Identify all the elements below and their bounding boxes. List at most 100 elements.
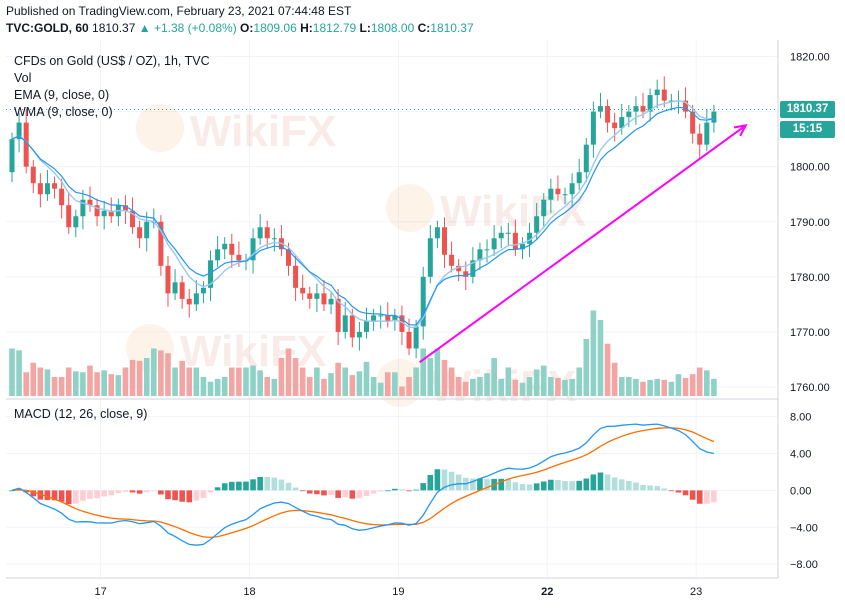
macd-histogram-bar xyxy=(158,490,164,495)
macd-histogram-bar xyxy=(704,490,710,504)
macd-histogram-bar xyxy=(200,490,207,498)
macd-histogram-bar xyxy=(65,490,72,505)
legend-title[interactable]: CFDs on Gold (US$ / OZ), 1h, TVC xyxy=(14,54,210,68)
candle-body xyxy=(661,89,667,101)
volume-bar xyxy=(228,367,235,396)
candle-body xyxy=(498,232,504,239)
candle-body xyxy=(640,106,646,112)
macd-histogram-bar xyxy=(498,478,505,491)
macd-histogram-bar xyxy=(44,490,51,501)
candle-body xyxy=(122,205,128,211)
candle-body xyxy=(257,227,263,239)
volume-bar xyxy=(640,381,646,396)
legend-wma[interactable]: WMA (9, close, 0) xyxy=(14,105,113,119)
legend-ema[interactable]: EMA (9, close, 0) xyxy=(14,88,110,102)
price-tick-label: 1800.00 xyxy=(790,162,830,174)
macd-histogram-bar xyxy=(633,482,639,491)
macd-histogram-bar xyxy=(661,488,668,491)
volume-bar xyxy=(633,378,639,396)
volume-bar xyxy=(484,373,490,396)
volume-bar xyxy=(406,377,412,396)
moving-averages xyxy=(6,99,778,328)
volume-bar xyxy=(682,377,689,396)
volume-bar xyxy=(73,371,79,396)
macd-histogram-bar xyxy=(214,487,221,491)
macd-histogram-bar xyxy=(569,481,575,491)
watermark: WikiFXWikiFXWikiFXWikiFX xyxy=(126,104,586,411)
legend-vol[interactable]: Vol xyxy=(14,71,32,85)
volume-bar xyxy=(392,372,398,396)
candle-body xyxy=(208,260,214,288)
volume-bar xyxy=(115,375,122,396)
volume-bar xyxy=(299,367,306,396)
macd-histogram-bar xyxy=(58,490,65,502)
close-label: C: xyxy=(417,21,431,35)
candle-body xyxy=(420,276,426,327)
volume-bar xyxy=(80,372,86,396)
macd-histogram-bar xyxy=(73,490,79,504)
candle-body xyxy=(165,265,171,294)
volume-bar xyxy=(271,378,278,396)
volume-bar xyxy=(51,377,58,396)
candle-body xyxy=(30,166,36,184)
macd-histogram-bar xyxy=(583,478,590,491)
volume-bar xyxy=(626,377,632,396)
volume-bar xyxy=(519,382,526,396)
candle-body xyxy=(144,221,150,239)
candle-body xyxy=(378,315,384,317)
volume-bar xyxy=(597,320,604,396)
candle-body xyxy=(186,298,192,305)
candle-body xyxy=(534,216,540,233)
candle-body xyxy=(704,122,710,145)
macd-histogram-bar xyxy=(611,477,618,491)
macd-histogram-bar xyxy=(597,472,604,491)
volume-bar xyxy=(335,362,341,396)
macd-histogram-bar xyxy=(484,479,490,491)
volume-bar xyxy=(65,367,72,396)
candle-body xyxy=(449,254,455,266)
candle-body xyxy=(16,122,22,140)
watermark-text: WikiFX xyxy=(190,107,336,156)
volume-bar xyxy=(661,379,668,396)
macd-histogram-bar xyxy=(668,490,675,492)
macd-pane xyxy=(9,423,717,546)
macd-histogram-bar xyxy=(533,483,540,491)
macd-histogram-bar xyxy=(477,478,483,491)
candle-body xyxy=(597,106,603,112)
legend-macd[interactable]: MACD (12, 26, close, 9) xyxy=(14,407,148,421)
macd-histogram-bar xyxy=(80,490,86,501)
candle-body xyxy=(66,205,72,228)
candle-body xyxy=(335,298,341,332)
volume-bar xyxy=(363,361,370,396)
time-tick-label: 23 xyxy=(690,586,702,598)
candle-body xyxy=(236,254,242,261)
trend-arrow-line xyxy=(419,124,747,364)
macd-signal-line xyxy=(11,427,715,539)
candle-body xyxy=(179,282,185,299)
macd-histogram-bar xyxy=(604,474,611,491)
trend-arrow-head xyxy=(733,124,748,137)
candle-body xyxy=(477,249,483,261)
price-tick-label: 1780.00 xyxy=(790,272,830,284)
candle-body xyxy=(200,287,206,294)
volume-bar xyxy=(94,372,100,396)
macd-histogram-bar xyxy=(689,490,696,500)
volume-bar xyxy=(200,377,207,396)
volume-bars xyxy=(9,310,717,396)
candle-body xyxy=(44,183,50,195)
volume-bar xyxy=(264,377,271,396)
macd-histogram-bar xyxy=(441,469,448,491)
candle-body xyxy=(612,122,618,129)
candle-body xyxy=(512,232,518,250)
volume-bar xyxy=(526,377,533,396)
volume-bar xyxy=(434,348,441,396)
volume-bar xyxy=(9,348,15,396)
candle-body xyxy=(605,106,611,123)
candle-body xyxy=(668,100,674,102)
volume-bar xyxy=(306,377,313,396)
candle-body xyxy=(307,293,313,299)
volume-bar xyxy=(618,377,625,396)
macd-histogram-bar xyxy=(654,486,660,491)
candle-body xyxy=(250,238,256,261)
